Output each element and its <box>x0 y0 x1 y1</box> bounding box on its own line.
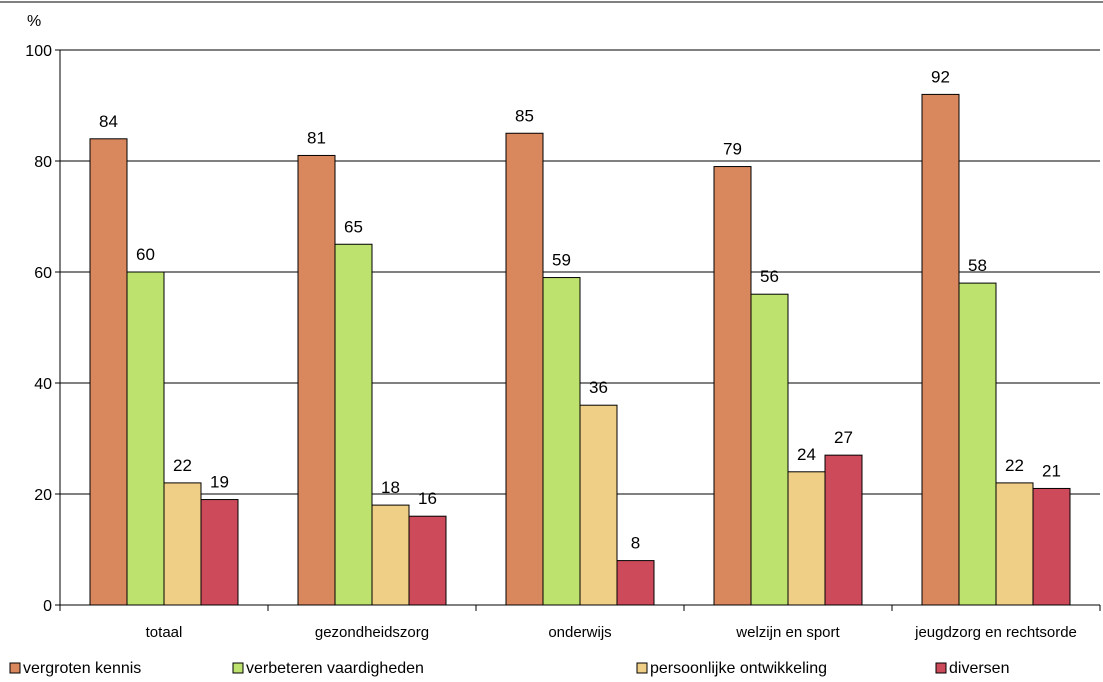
data-label: 59 <box>552 251 571 270</box>
bar <box>713 166 752 606</box>
legend-label: vergroten kennis <box>23 660 141 677</box>
category-label: welzijn en sport <box>735 624 840 641</box>
data-label: 22 <box>173 456 192 475</box>
data-label: 21 <box>1042 461 1061 480</box>
y-tick-label: 20 <box>34 487 52 504</box>
legend-swatch <box>9 662 21 674</box>
data-label: 81 <box>307 128 326 147</box>
bar <box>921 93 960 606</box>
category-label: totaal <box>146 624 183 641</box>
bar <box>958 282 997 606</box>
category-labels: totaal gezondheidszorg onderwijs welzijn en… <box>146 624 1077 641</box>
legend-swatch <box>636 662 648 674</box>
legend: vergroten kennis verbeteren vaardigheden p… <box>9 660 1009 677</box>
data-label: 56 <box>760 267 779 286</box>
bar <box>297 154 336 606</box>
data-label: 19 <box>210 473 229 492</box>
bar <box>787 471 826 606</box>
legend-label: diversen <box>949 660 1009 677</box>
data-label: 22 <box>1005 456 1024 475</box>
legend-label: verbeteren vaardigheden <box>246 660 424 677</box>
bar <box>824 454 863 606</box>
bar <box>89 138 128 606</box>
data-labels: 84 60 22 19 81 65 18 16 85 59 36 8 79 56 24 27 92 58 22 21 <box>99 67 1061 552</box>
data-label: 65 <box>344 217 363 236</box>
bar <box>163 482 202 606</box>
bar <box>505 132 544 606</box>
legend-label: persoonlijke ontwikkeling <box>650 660 827 677</box>
bar <box>1032 487 1071 606</box>
data-label: 24 <box>797 445 816 464</box>
legend-swatch <box>935 662 947 674</box>
data-label: 84 <box>99 112 118 131</box>
data-label: 36 <box>589 378 608 397</box>
bar <box>616 560 655 606</box>
y-tick-label: 40 <box>34 376 52 393</box>
bar <box>995 482 1034 606</box>
bar <box>579 404 618 606</box>
data-label: 8 <box>631 534 640 553</box>
bar <box>126 271 165 606</box>
data-label: 16 <box>418 489 437 508</box>
bar <box>371 504 410 606</box>
bar <box>200 499 239 606</box>
bar <box>408 515 447 606</box>
data-label: 79 <box>723 140 742 159</box>
bar <box>334 243 373 606</box>
data-label: 58 <box>968 256 987 275</box>
category-label: jeugdzorg en rechtsorde <box>914 624 1077 641</box>
bars <box>89 93 1071 606</box>
bar <box>542 277 581 606</box>
bar <box>750 293 789 606</box>
legend-swatch <box>232 662 244 674</box>
data-label: 85 <box>515 106 534 125</box>
data-label: 27 <box>834 428 853 447</box>
data-label: 92 <box>931 67 950 86</box>
category-label: onderwijs <box>548 624 611 641</box>
y-tick-label: 80 <box>34 154 52 171</box>
y-axis-label: % <box>27 13 41 30</box>
y-tick-label: 0 <box>43 598 52 615</box>
data-label: 18 <box>381 478 400 497</box>
y-tick-label: 100 <box>25 43 52 60</box>
data-label: 60 <box>136 245 155 264</box>
category-label: gezondheidszorg <box>315 624 429 641</box>
y-tick-label: 60 <box>34 265 52 282</box>
